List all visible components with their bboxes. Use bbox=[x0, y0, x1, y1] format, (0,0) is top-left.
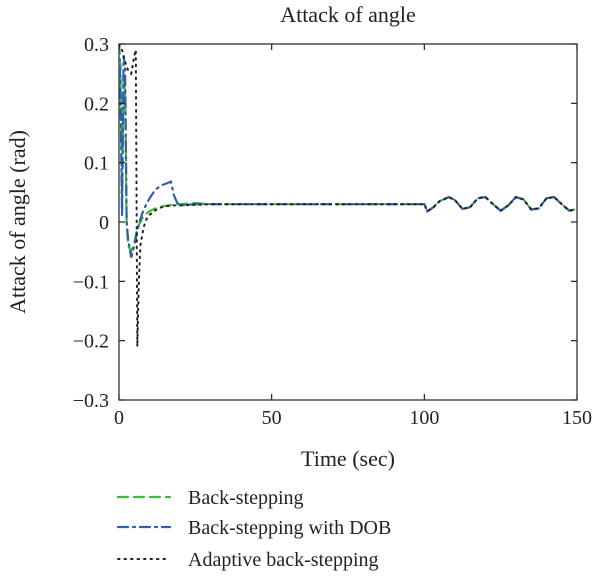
y-tick-label: −0.1 bbox=[73, 271, 109, 293]
legend-label-1: Back-stepping bbox=[188, 487, 304, 509]
ticks-layer: 0 50 100 150 0.3 0.2 0.1 0 −0.1 −0.2 −0.3 bbox=[73, 34, 592, 429]
plot-area-frame bbox=[118, 43, 578, 401]
x-tick-label: 0 bbox=[114, 407, 124, 429]
x-tick-label: 150 bbox=[562, 407, 592, 429]
y-tick-label: 0 bbox=[99, 212, 109, 234]
y-tick-label: 0.2 bbox=[84, 93, 109, 115]
y-tick-label: −0.3 bbox=[73, 390, 109, 412]
legend-label-2: Back-stepping with DOB bbox=[188, 517, 391, 539]
series-layer bbox=[119, 44, 577, 347]
y-axis-label: Attack of angle (rad) bbox=[5, 130, 30, 314]
y-tick-label: −0.2 bbox=[73, 331, 109, 353]
y-tick-label: 0.1 bbox=[84, 153, 109, 175]
legend: Back-stepping Back-stepping with DOB Adapt… bbox=[116, 487, 391, 571]
series-line-3 bbox=[119, 44, 577, 347]
x-axis-label: Time (sec) bbox=[301, 446, 395, 471]
x-tick-label: 100 bbox=[409, 407, 439, 429]
series-line-2 bbox=[119, 44, 577, 258]
legend-label-3: Adaptive back-stepping bbox=[188, 549, 379, 571]
x-tick-label: 50 bbox=[262, 407, 282, 429]
y-tick-label: 0.3 bbox=[84, 34, 109, 56]
chart-title: Attack of angle bbox=[280, 2, 416, 27]
series-line-1 bbox=[119, 44, 577, 255]
